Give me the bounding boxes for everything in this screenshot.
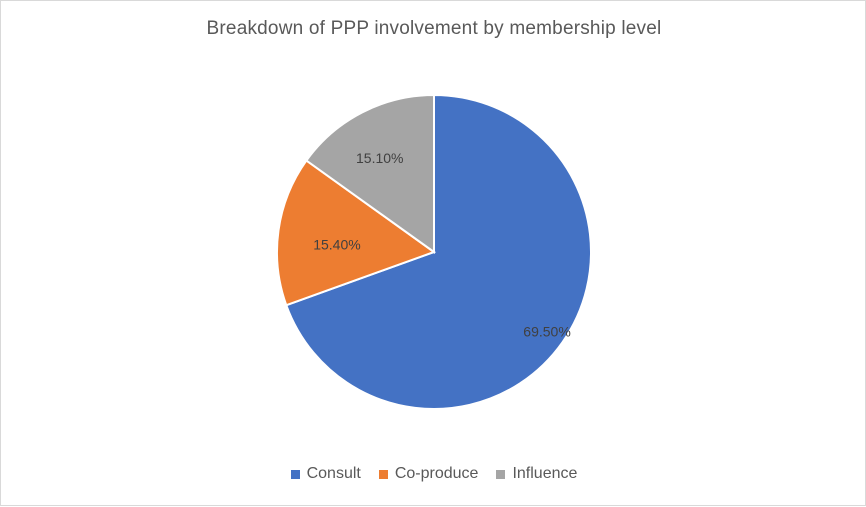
legend-swatch-co-produce bbox=[378, 469, 388, 479]
legend-label-influence: Influence bbox=[512, 465, 578, 482]
legend-swatch-influence bbox=[496, 469, 506, 479]
legend-item-co-produce: Co-produce bbox=[378, 465, 479, 483]
legend-item-consult: Consult bbox=[290, 465, 361, 483]
legend: Consult Co-produce Influence bbox=[1, 465, 866, 483]
chart-title: Breakdown of PPP involvement by membersh… bbox=[206, 18, 662, 39]
legend-label-co-produce: Co-produce bbox=[394, 465, 479, 482]
data-label-influence: 15.10% bbox=[356, 150, 403, 166]
data-label-co-produce: 15.40% bbox=[313, 236, 360, 252]
pie-slice-consult bbox=[285, 93, 592, 410]
legend-item-influence: Influence bbox=[496, 465, 577, 483]
pie-slice-influence bbox=[305, 93, 435, 254]
data-label-consult: 69.50% bbox=[523, 323, 570, 339]
legend-swatch-consult bbox=[290, 469, 300, 479]
pie-slice-co-produce bbox=[276, 159, 437, 307]
legend-label-consult: Consult bbox=[306, 465, 361, 482]
